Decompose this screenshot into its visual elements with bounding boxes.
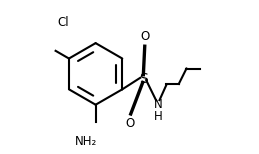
Text: O: O <box>125 118 134 130</box>
Text: N: N <box>154 98 162 111</box>
Text: H: H <box>154 110 162 123</box>
Text: O: O <box>140 30 149 43</box>
Text: Cl: Cl <box>57 16 69 29</box>
Text: S: S <box>139 72 147 86</box>
Text: NH₂: NH₂ <box>75 135 97 148</box>
